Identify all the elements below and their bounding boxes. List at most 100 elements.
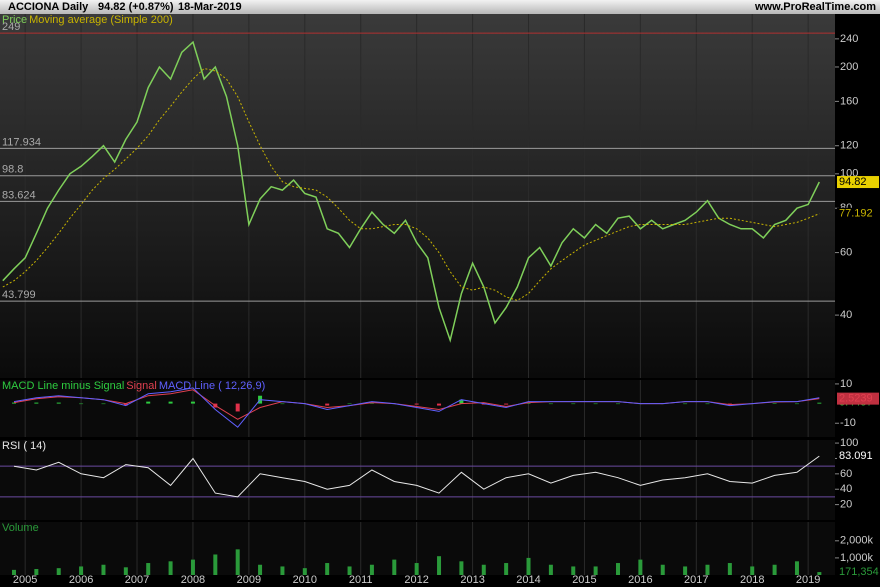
bar <box>347 403 352 405</box>
end-label-bg <box>837 450 879 463</box>
bar <box>123 567 128 575</box>
bar <box>593 403 598 405</box>
x-tick-label: 2016 <box>628 574 652 586</box>
y-tick-label: 20 <box>840 499 852 511</box>
bar <box>168 561 173 575</box>
x-tick-label: 2017 <box>684 574 708 586</box>
x-tick-label: 2010 <box>293 574 317 586</box>
x-tick-label: 2005 <box>13 574 37 586</box>
bar <box>190 559 195 575</box>
period: Daily <box>62 1 89 13</box>
bar <box>437 556 442 575</box>
y-tick-label: 40 <box>840 309 852 321</box>
bar <box>727 403 732 405</box>
bar <box>705 564 710 575</box>
price-panel <box>0 14 835 378</box>
bar <box>325 403 330 406</box>
bar <box>369 564 374 575</box>
bar <box>772 403 777 404</box>
series-line <box>13 455 820 498</box>
end-label: 171,354 <box>839 566 879 578</box>
x-tick-label: 2015 <box>572 574 596 586</box>
bar <box>347 566 352 575</box>
bar <box>392 559 397 575</box>
bar <box>817 402 822 404</box>
y-tick-label: 200 <box>840 61 858 73</box>
series-line <box>2 67 820 301</box>
bar <box>11 569 16 575</box>
x-tick-label: 2012 <box>404 574 428 586</box>
bar <box>817 572 822 575</box>
bar <box>280 403 285 405</box>
end-label-bg <box>837 207 879 220</box>
end-label: 77.192 <box>839 208 873 220</box>
legend-entry: Signal <box>126 380 157 392</box>
x-tick-label: 2006 <box>69 574 93 586</box>
symbol: ACCIONA <box>8 1 59 13</box>
bar <box>705 403 710 405</box>
bar <box>101 564 106 575</box>
bar <box>79 403 84 405</box>
y-tick-label: 2,000k <box>840 535 874 547</box>
bar <box>794 561 799 575</box>
level-label: 43.799 <box>2 289 36 301</box>
end-label: 83.091 <box>839 450 873 462</box>
bar <box>616 403 621 405</box>
y-tick-label: 60 <box>840 246 852 258</box>
series-line <box>2 40 820 343</box>
y-tick-label: 1,000k <box>840 552 874 564</box>
bar <box>526 557 531 575</box>
bar <box>235 403 240 412</box>
bar <box>750 566 755 575</box>
legend-entry: MACD Line minus Signal <box>2 380 124 392</box>
quote: 94.82 (+0.87%) <box>98 1 174 13</box>
bar <box>325 563 330 575</box>
bar <box>481 564 486 575</box>
bar <box>101 403 106 405</box>
bar <box>123 403 128 406</box>
bar <box>616 563 621 575</box>
legend-entry: RSI ( 14) <box>2 440 46 452</box>
bar <box>548 403 553 405</box>
macd-panel <box>0 380 835 437</box>
bar <box>34 402 39 404</box>
legend-entry: Volume <box>2 522 39 534</box>
y-tick-label: 100 <box>840 437 858 449</box>
bar <box>548 564 553 575</box>
bar <box>727 563 732 575</box>
x-tick-label: 2008 <box>181 574 205 586</box>
header-bar <box>0 0 880 14</box>
bar <box>280 566 285 575</box>
bar <box>56 402 61 404</box>
bar <box>683 403 688 405</box>
bar <box>56 568 61 575</box>
bar <box>459 561 464 575</box>
bar <box>146 563 151 575</box>
bar <box>414 403 419 405</box>
y-tick-label: 40 <box>840 483 852 495</box>
bar <box>146 401 151 404</box>
legend-entry: Price <box>2 14 27 26</box>
level-label: 117.934 <box>2 136 41 148</box>
x-tick-label: 2018 <box>740 574 764 586</box>
rsi-panel <box>0 440 835 520</box>
bar <box>11 402 16 404</box>
bar <box>235 549 240 575</box>
bar <box>79 566 84 575</box>
bar <box>794 403 799 405</box>
bar <box>504 563 509 575</box>
x-tick-label: 2019 <box>796 574 820 586</box>
end-label: 2.5239 <box>839 393 873 405</box>
site: www.ProRealTime.com <box>754 1 876 13</box>
bar <box>772 564 777 575</box>
level-label: 98.8 <box>2 164 23 176</box>
y-tick-label: -10 <box>840 417 856 429</box>
bar <box>571 403 576 405</box>
bar <box>258 564 263 575</box>
x-tick-label: 2014 <box>516 574 540 586</box>
level-label: 249 <box>2 21 20 33</box>
legend-entry: MACD Line ( 12,26,9) <box>159 380 265 392</box>
bar <box>660 564 665 575</box>
bar <box>190 401 195 404</box>
